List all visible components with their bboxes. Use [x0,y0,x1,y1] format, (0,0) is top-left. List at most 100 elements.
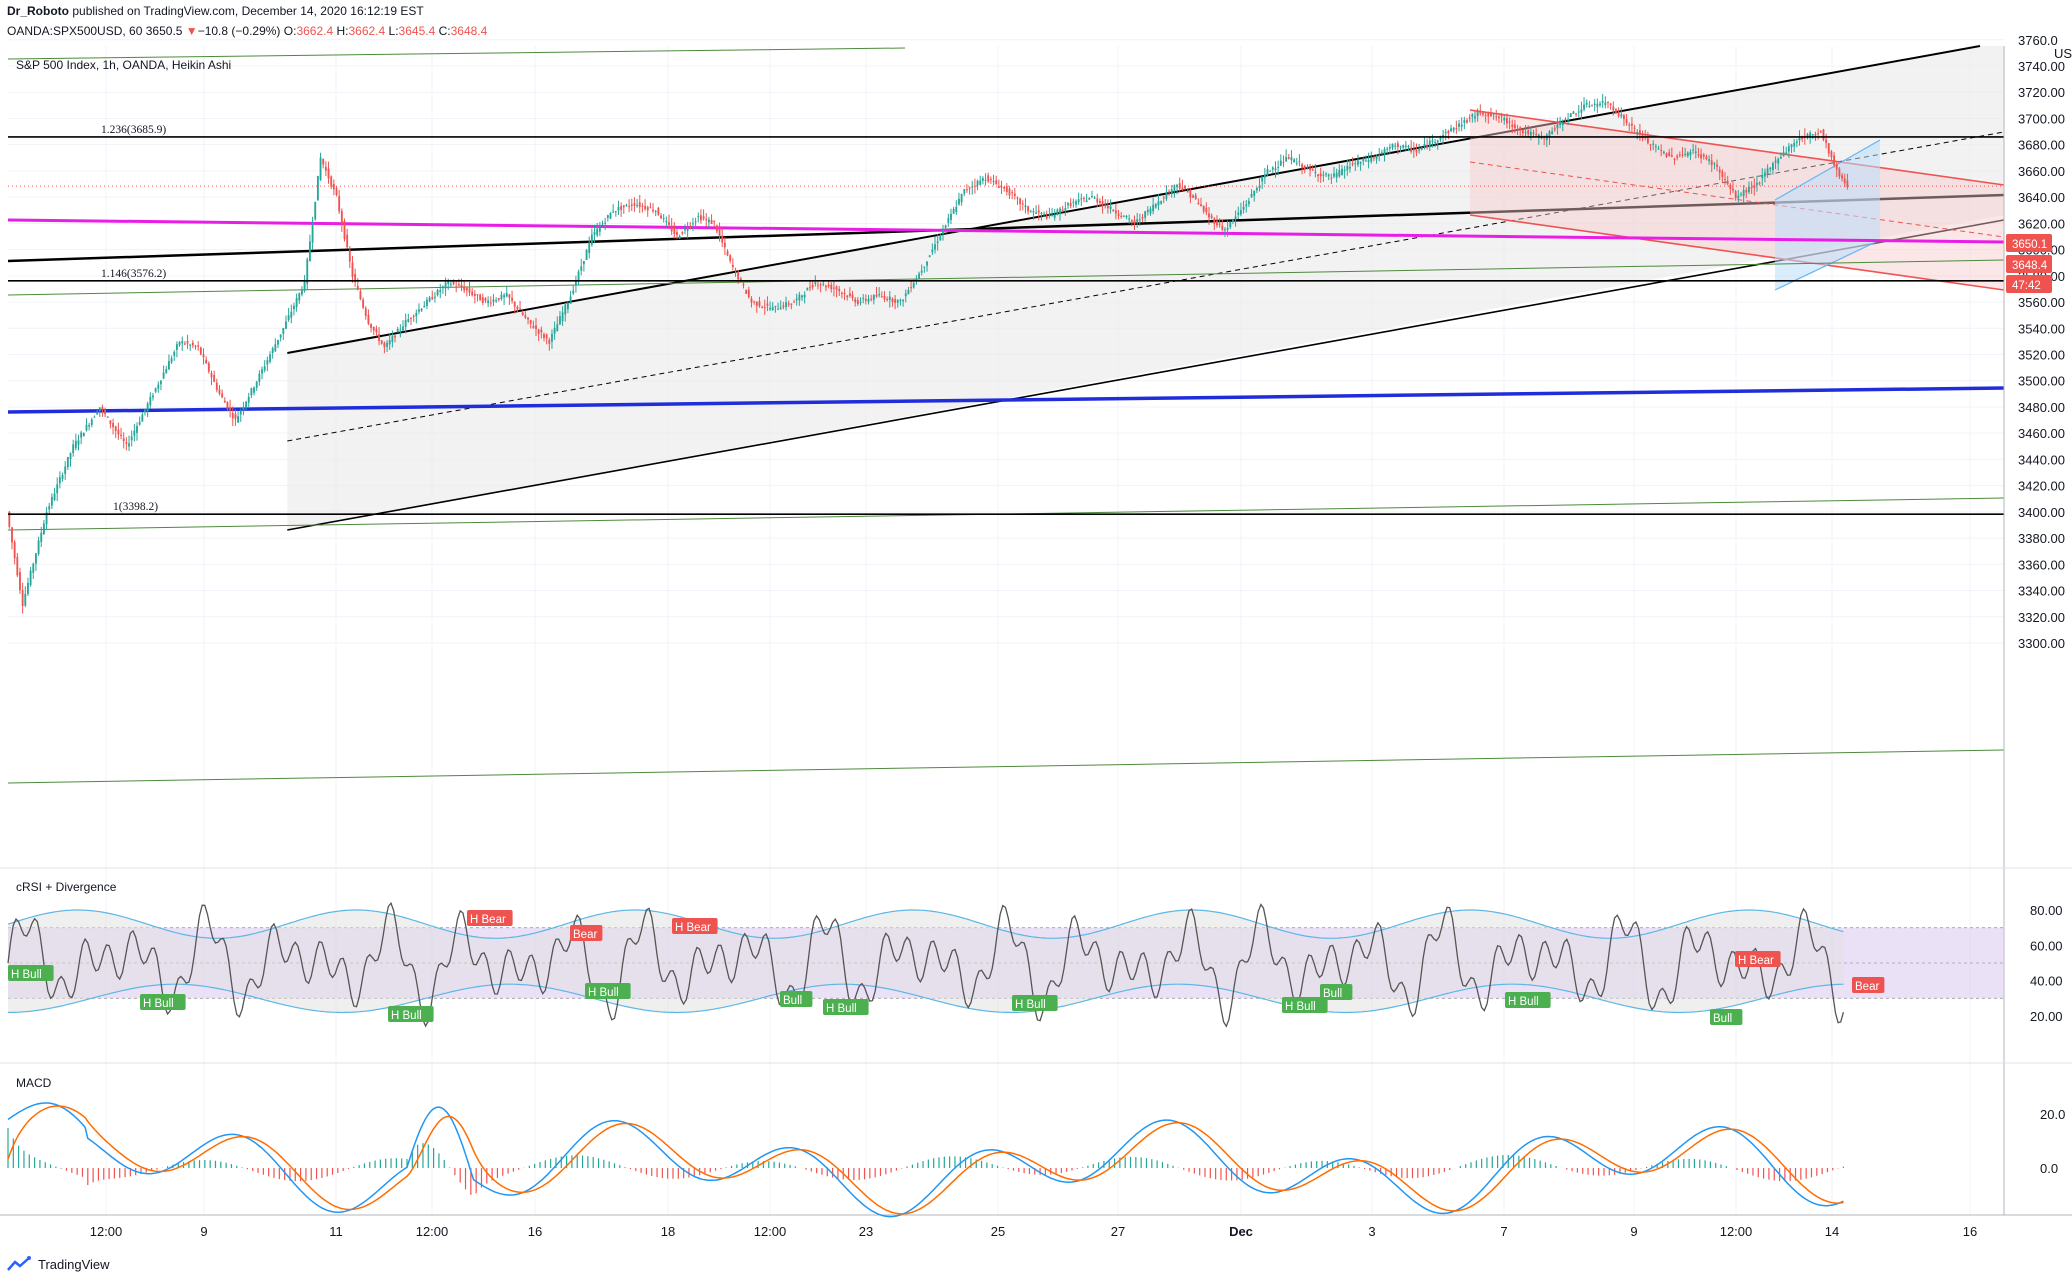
candle-body [1250,193,1253,198]
magenta-level-line [7,218,2005,244]
candle-body [1146,209,1149,212]
divergence-label-text: H Bull [1285,1001,1316,1013]
candle-body [324,166,327,171]
candle-body [1362,158,1365,162]
candle-body [638,202,641,207]
candle-body [1468,117,1471,119]
candle-body [447,280,450,284]
price-axis[interactable]: 3760.0 3740.00 3720.00 3700.00 3680.00 3660.0… [2018,33,2065,651]
candle-body [1479,111,1482,114]
candle-body [968,187,971,189]
candle-body [1724,179,1726,181]
candle-body [1343,169,1346,171]
candle-body [1043,213,1045,215]
candle-body [1779,157,1782,159]
candle-body [891,298,894,303]
author-name[interactable]: Dr_Roboto [7,4,69,18]
candle-body [1354,163,1357,165]
candle-body [774,305,777,307]
candle-body [1099,200,1101,203]
candle-body [1553,128,1556,130]
divergence-label-text: H Bull [143,998,174,1010]
candle-body [809,287,811,289]
candle-body [1572,111,1575,114]
candle-body [894,299,897,303]
tradingview-logo[interactable]: TradingView [7,1256,110,1272]
candle-body [963,189,966,194]
symbol-header: OANDA:SPX500USD, 60 3650.5 ▼−10.8 (−0.29… [7,24,487,38]
candle-body [72,444,75,454]
candle-body [556,324,559,332]
candle-body [1577,111,1580,113]
candle-body [290,311,293,318]
candle-body [298,293,301,301]
divergence-label: Bull [780,991,813,1007]
time-tick-label: Dec [1229,1224,1253,1239]
divergence-label: H Bear [672,918,718,934]
candle-body [1825,139,1828,144]
candle-body [1000,186,1003,188]
candle-body [1402,145,1405,148]
candle-body [819,284,822,286]
publish-header: Dr_Roboto published on TradingView.com, … [7,4,424,18]
rsi-pane-title: cRSI + Divergence [16,880,117,894]
candle-body [1186,191,1189,193]
candle-body [936,241,939,243]
candle-body [862,298,865,300]
candle-body [1657,148,1660,150]
candle-body [13,541,16,559]
candle-body [476,294,479,296]
candle-body [840,292,843,294]
candle-body [1130,220,1133,222]
candle-body [1221,225,1224,230]
rsi-tick-label: 40.00 [2030,974,2063,989]
candle-body [1192,195,1194,198]
candle-body [218,389,221,394]
candle-body [633,203,636,206]
candle-body [761,306,764,308]
green-trendline [7,259,2005,296]
candle-body [481,297,484,303]
candle-body [1521,129,1524,133]
candle-body [580,266,583,271]
candle-body [1197,203,1200,205]
candle-body [859,301,862,303]
candle-body [1830,151,1833,158]
candle-body [1785,152,1788,154]
candle-body [1420,147,1423,150]
candle-body [213,374,216,382]
price-tick-label: 3740.00 [2018,59,2065,74]
price-tag: 47:42 [2006,275,2052,293]
candle-body [689,225,692,227]
candle-body [1458,123,1460,127]
macd-pane[interactable] [7,1102,1845,1218]
candle-body [1556,124,1559,129]
candle-body [1056,209,1059,215]
divergence-label-box [140,994,186,1010]
candle-body [1314,171,1317,174]
candles [8,93,1849,614]
rsi-pane[interactable] [7,901,2004,1028]
candle-body [641,205,644,207]
candle-body [295,298,298,308]
candle-body [234,413,237,419]
candle-body [1787,146,1790,152]
candle-body [755,301,758,306]
candle-body [1383,149,1386,155]
price-tick-label: 3500.00 [2018,374,2065,389]
time-axis[interactable]: 12:00 9 11 12:00 16 18 12:00 23 25 27 Dec 3 7 9 12:00 1… [90,1224,1978,1239]
candle-body [1181,187,1184,190]
candle-body [989,179,992,181]
candle-body [995,180,998,185]
candle-body [1505,118,1508,124]
time-tick-label: 7 [1500,1224,1507,1239]
candle-body [210,373,213,378]
divergence-labels: H Bull H Bull H Bull H Bear Bear H Bull H Bear… [8,910,1885,1025]
candle-body [104,409,107,415]
candle-body [535,325,537,330]
candle-body [817,284,819,286]
candle-body [122,438,125,442]
close-value: 3648.4 [450,24,488,38]
candle-body [1040,212,1043,214]
